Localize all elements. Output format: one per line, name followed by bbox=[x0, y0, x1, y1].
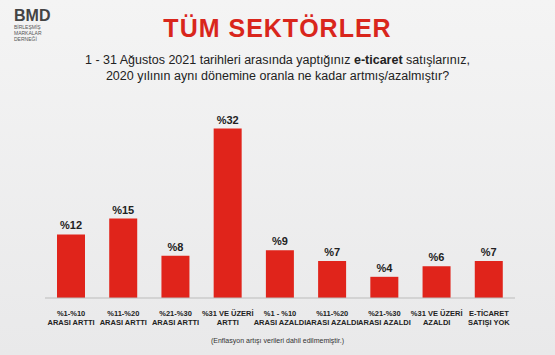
html-text:MARKALAR: MARKALAR bbox=[14, 30, 42, 36]
svg-text:%6: %6 bbox=[429, 251, 445, 263]
svg-text:%32: %32 bbox=[217, 114, 239, 126]
html-text:TÜM SEKTÖRLER: TÜM SEKTÖRLER bbox=[163, 14, 392, 42]
svg-text:E-TİCARETSATIŞI YOK: E-TİCARETSATIŞI YOK bbox=[468, 309, 510, 327]
html-text:BMD: BMD bbox=[14, 7, 51, 24]
svg-text:%7: %7 bbox=[481, 246, 497, 258]
svg-text:%15: %15 bbox=[112, 204, 134, 216]
svg-text:%1-%10ARASI ARTTI: %1-%10ARASI ARTTI bbox=[47, 309, 94, 327]
svg-text:%4: %4 bbox=[376, 262, 393, 274]
svg-text:%7: %7 bbox=[324, 246, 340, 258]
html-text:DERNEĞİ: DERNEĞİ bbox=[14, 36, 37, 42]
svg-text:%11-%20ARASI AZALDI: %11-%20ARASI AZALDI bbox=[306, 309, 359, 327]
svg-text:%31 VE ÜZERİARTTI: %31 VE ÜZERİARTTI bbox=[202, 309, 254, 327]
svg-text:%21-%30ARASI ARTTI: %21-%30ARASI ARTTI bbox=[152, 309, 199, 327]
html-text:(Enflasyon artışı verileri dah: (Enflasyon artışı verileri dahil edilmem… bbox=[211, 337, 344, 344]
svg-text:%8: %8 bbox=[167, 241, 183, 253]
svg-text:%31 VE ÜZERİAZALDI: %31 VE ÜZERİAZALDI bbox=[411, 309, 463, 327]
html-text:BİRLEŞMİŞ: BİRLEŞMİŞ bbox=[14, 24, 41, 30]
svg-text:%21-%30ARASI AZALDI: %21-%30ARASI AZALDI bbox=[358, 309, 411, 327]
svg-text:%11-%20ARASI ARTTI: %11-%20ARASI ARTTI bbox=[100, 309, 147, 327]
html-text:2020 yılının aynı dönemine ora: 2020 yılının aynı dönemine oranla ne kad… bbox=[105, 69, 450, 83]
svg-text:%9: %9 bbox=[272, 235, 288, 247]
html-text:1 - 31 Ağustos 2021 tarihleri: 1 - 31 Ağustos 2021 tarihleri arasında y… bbox=[85, 53, 470, 67]
svg-text:%12: %12 bbox=[60, 219, 82, 231]
svg-text:%1 - %10ARASI AZALDI: %1 - %10ARASI AZALDI bbox=[254, 309, 307, 327]
